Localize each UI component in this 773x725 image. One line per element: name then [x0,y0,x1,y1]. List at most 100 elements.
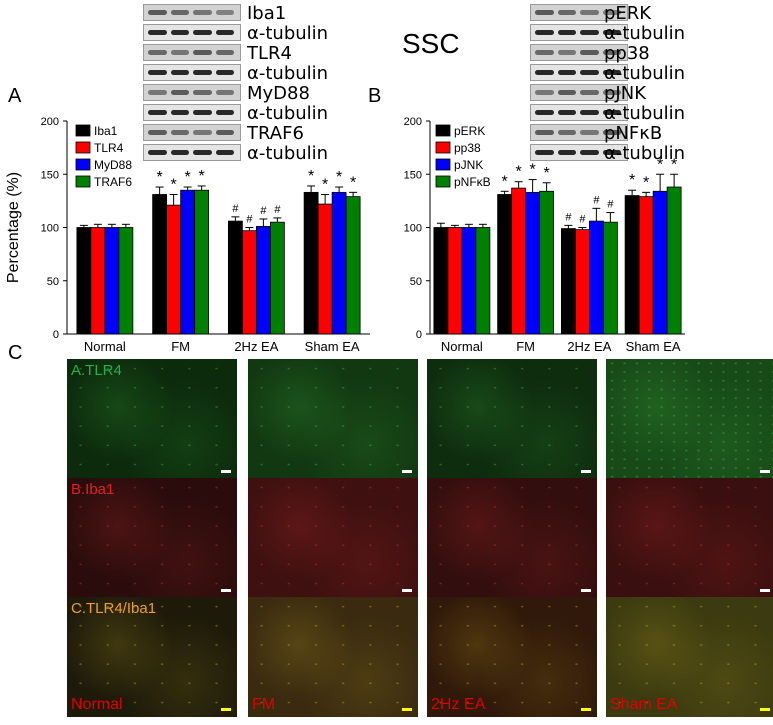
significance-mark: # [232,203,239,215]
blot-label: α-tubulin [247,63,329,84]
micrograph-group-label: Sham EA [610,696,678,713]
blot-band [557,90,576,96]
blot-band [602,90,621,96]
legend-swatch [435,175,451,188]
blot-band [602,130,621,136]
blot-band [557,10,576,16]
micrograph [248,359,418,479]
blot-band [170,130,189,136]
blot-band [215,90,234,96]
blot-strip [143,64,241,81]
blot-strip [143,104,241,121]
y-tick-label: 0 [416,329,422,341]
blot-label: α-tubulin [247,103,329,124]
panel-letter-b: B [368,85,382,107]
y-tick-label: 200 [404,116,422,128]
blot-band [215,70,234,76]
blot-band [215,30,234,36]
bar [574,229,590,335]
significance-mark: * [657,156,663,173]
blot-band [580,90,599,96]
panel-letter-a: A [8,85,22,107]
significance-mark: * [629,172,635,189]
blot-band [170,10,189,16]
blot-band [148,150,167,156]
panel-letter-c: C [8,342,23,364]
scale-bar [581,708,591,711]
blot-band [535,50,554,56]
category-label: 2Hz EA [567,339,611,354]
category-label: 2Hz EA [234,339,278,354]
blot-band [535,30,554,36]
bar [461,227,477,335]
y-tick-label: 0 [53,329,59,341]
blot-band [602,110,621,116]
micrograph: C.TLR4/Iba1 Normal [67,597,237,717]
legend-label: pp38 [454,141,481,155]
category-label: Sham EA [626,339,681,354]
blot-band [580,130,599,136]
bar [511,187,527,335]
bar [118,227,134,335]
micrograph-row-label: C.TLR4/Iba1 [71,600,157,617]
micrograph-group-label: 2Hz EA [431,696,486,713]
y-tick-label: 150 [41,169,59,181]
blot-band [193,90,212,96]
legend-label: Iba1 [94,124,118,138]
blot-band [535,90,554,96]
bar [624,195,640,335]
blot-band [535,150,554,156]
micrograph: A.TLR4 [67,359,237,479]
blot-band [193,130,212,136]
scale-bar [402,589,412,592]
bar-chart-b: 0 50 100 150 200 Normal * * * * FM # # # #2Hz EA * * * * Sh… [404,116,685,354]
bar [638,196,654,335]
blot-band [535,130,554,136]
y-tick-label: 150 [404,169,422,181]
bar [560,228,576,335]
y-tick-label: 50 [47,276,59,288]
micrograph-row-label: A.TLR4 [71,362,122,379]
blot-band [215,130,234,136]
blot-band [602,30,621,36]
scale-bar [402,708,412,711]
legend-label: pJNK [454,158,483,172]
blot-label: TRAF6 [247,123,304,144]
legend-swatch [435,141,451,154]
scale-bar [760,708,770,711]
blot-band [148,130,167,136]
micrograph [248,478,418,598]
blot-band [602,70,621,76]
blot-band [580,110,599,116]
blot-band [557,150,576,156]
significance-mark: * [199,168,205,185]
scale-bar [221,708,231,711]
blot-strip [530,84,628,101]
y-tick-label: 100 [41,223,59,235]
blot-band [215,110,234,116]
figure-title: SSC [402,28,460,59]
blot-strip [143,4,241,21]
scale-bar [760,470,770,473]
significance-mark: * [185,169,191,186]
legend-swatch [435,158,451,171]
blot-strip [143,84,241,101]
significance-mark: * [336,169,342,186]
significance-mark: * [643,174,649,191]
blot-band [557,70,576,76]
micrograph: 2Hz EA [427,597,597,717]
blot-strip [143,144,241,161]
significance-mark: * [350,174,356,191]
scale-bar [221,589,231,592]
legend-swatch [435,124,451,137]
blot-label: Iba1 [247,3,287,24]
blot-strip [530,144,628,161]
bar [331,191,347,335]
category-label: FM [516,339,535,354]
blot-label: α-tubulin [604,23,686,44]
significance-mark: * [516,164,522,181]
blot-band [580,50,599,56]
blot-strip [530,24,628,41]
blot-band [170,30,189,36]
blot-strip [530,124,628,141]
